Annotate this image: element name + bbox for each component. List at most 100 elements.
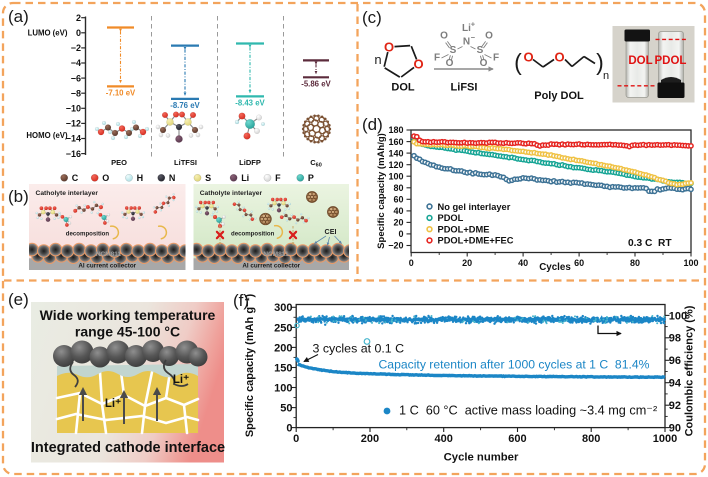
svg-text:(b): (b): [8, 187, 29, 206]
svg-text:50: 50: [280, 402, 292, 414]
svg-text:O: O: [523, 50, 533, 65]
svg-text:Cycles: Cycles: [539, 262, 571, 273]
svg-text:160: 160: [388, 137, 403, 147]
svg-text:200: 200: [274, 342, 292, 354]
svg-text:0: 0: [293, 433, 299, 445]
svg-text:Catholyte interlayer: Catholyte interlayer: [36, 190, 99, 197]
svg-text:F: F: [275, 173, 281, 183]
svg-text:−20: −20: [388, 241, 403, 251]
svg-text:40: 40: [518, 258, 528, 268]
svg-text:140: 140: [388, 148, 403, 158]
svg-text:Li⁺: Li⁺: [105, 398, 121, 410]
svg-text:40: 40: [393, 206, 403, 216]
svg-text:98: 98: [669, 333, 681, 345]
svg-text:20: 20: [393, 218, 403, 228]
svg-text:decomposition: decomposition: [231, 231, 275, 238]
svg-text:DOL: DOL: [628, 55, 652, 67]
svg-text:120: 120: [388, 160, 403, 170]
svg-text:100: 100: [388, 171, 403, 181]
svg-text:HOMO (eV): HOMO (eV): [26, 131, 68, 140]
svg-text:2: 2: [76, 13, 81, 23]
svg-text:Al current collector: Al current collector: [78, 262, 136, 269]
svg-text:LiDFP: LiDFP: [239, 158, 261, 167]
svg-text:150: 150: [274, 362, 292, 374]
svg-text:PEO: PEO: [111, 158, 127, 167]
svg-text:Li: Li: [241, 173, 249, 183]
svg-text:C: C: [72, 173, 79, 183]
svg-text:PDOL+DME+FEC: PDOL+DME+FEC: [438, 236, 514, 246]
svg-text:60: 60: [393, 195, 403, 205]
svg-text:−12: −12: [66, 119, 81, 129]
svg-text:80: 80: [630, 258, 640, 268]
svg-text:94: 94: [669, 378, 682, 390]
svg-text:O: O: [485, 31, 493, 42]
svg-text:O: O: [384, 40, 394, 55]
svg-text:1 C 60 °C active mass loadin: 1 C 60 °C active mass loading ~3.4 mg cm…: [399, 404, 657, 418]
svg-text:): ): [596, 49, 604, 75]
svg-text:−6: −6: [71, 73, 81, 83]
svg-text:S: S: [477, 45, 484, 56]
svg-text:100: 100: [274, 382, 292, 394]
svg-text:0: 0: [286, 423, 292, 435]
svg-text:H: H: [137, 173, 144, 183]
svg-text:Integrated cathode interface: Integrated cathode interface: [31, 440, 225, 456]
svg-text:LiTFSI: LiTFSI: [174, 158, 197, 167]
svg-text:800: 800: [582, 433, 600, 445]
svg-text:Wide working temperature: Wide working temperature: [40, 307, 216, 323]
svg-text:-8.76 eV: -8.76 eV: [170, 101, 200, 110]
svg-text:Catholyte interlayer: Catholyte interlayer: [200, 190, 263, 197]
svg-text:F: F: [434, 53, 440, 64]
svg-text:0.3 C RT: 0.3 C RT: [628, 238, 672, 249]
svg-text:S: S: [205, 173, 211, 183]
svg-text:P: P: [308, 173, 314, 183]
svg-text:decomposition: decomposition: [66, 231, 110, 238]
svg-text:(a): (a): [8, 7, 29, 26]
svg-text:No gel interlayer: No gel interlayer: [438, 202, 511, 212]
svg-text:92: 92: [669, 400, 681, 412]
svg-text:0: 0: [398, 229, 403, 239]
svg-text:PDOL: PDOL: [438, 213, 464, 223]
svg-text:(e): (e): [8, 290, 29, 309]
svg-text:Al current collector: Al current collector: [242, 262, 300, 269]
svg-text:60: 60: [574, 258, 584, 268]
svg-text:(c): (c): [362, 8, 382, 27]
svg-text:Li: Li: [462, 23, 471, 34]
svg-text:180: 180: [388, 125, 403, 135]
svg-text:−2: −2: [71, 43, 81, 53]
svg-text:NCM811: NCM811: [263, 251, 289, 258]
svg-text:N: N: [463, 37, 470, 48]
svg-text:n: n: [374, 52, 381, 67]
svg-text:(d): (d): [362, 115, 383, 134]
svg-text:300: 300: [274, 302, 292, 314]
svg-text:PDOL+DME: PDOL+DME: [438, 225, 490, 235]
svg-text:+: +: [471, 20, 476, 29]
svg-text:0: 0: [76, 28, 81, 38]
svg-text:0: 0: [409, 258, 414, 268]
svg-text:range 45-100 °C: range 45-100 °C: [75, 324, 180, 340]
svg-text:−: −: [471, 33, 476, 42]
svg-text:200: 200: [361, 433, 379, 445]
svg-text:250: 250: [274, 322, 292, 334]
svg-text:Coulombic efficiency (%): Coulombic efficiency (%): [684, 305, 696, 436]
svg-text:O: O: [440, 31, 448, 42]
svg-text:O: O: [413, 57, 423, 72]
svg-text:N: N: [169, 173, 176, 183]
svg-text:PDOL: PDOL: [655, 55, 687, 67]
svg-text:−14: −14: [66, 134, 81, 144]
svg-text:O: O: [554, 50, 564, 65]
svg-text:600: 600: [508, 433, 526, 445]
svg-text:100: 100: [683, 258, 698, 268]
svg-text:F: F: [493, 53, 499, 64]
svg-text:C60: C60: [310, 158, 322, 169]
svg-text:Poly DOL: Poly DOL: [534, 90, 584, 102]
svg-text:NCM811: NCM811: [96, 251, 122, 258]
svg-text:n: n: [603, 70, 609, 82]
svg-text:1000: 1000: [653, 433, 677, 445]
svg-text:S: S: [450, 45, 457, 56]
svg-text:90: 90: [669, 423, 681, 435]
svg-text:400: 400: [435, 433, 453, 445]
svg-text:O: O: [446, 58, 454, 69]
svg-text:-5.86 eV: -5.86 eV: [301, 79, 331, 88]
svg-text:80: 80: [393, 183, 403, 193]
svg-text:3 cycles at 0.1 C: 3 cycles at 0.1 C: [313, 341, 405, 355]
